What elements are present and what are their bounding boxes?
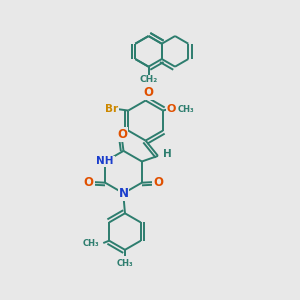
Text: Br: Br [106, 104, 118, 114]
Text: O: O [117, 128, 127, 141]
Text: O: O [143, 86, 154, 99]
Text: O: O [84, 176, 94, 189]
Text: CH₃: CH₃ [117, 259, 133, 268]
Text: O: O [153, 176, 163, 189]
Text: CH₃: CH₃ [83, 238, 100, 247]
Text: CH₂: CH₂ [140, 75, 158, 84]
Text: H: H [163, 148, 172, 158]
Text: NH: NH [96, 157, 114, 166]
Text: O: O [167, 104, 176, 114]
Text: CH₃: CH₃ [178, 105, 194, 114]
Text: N: N [118, 187, 128, 200]
